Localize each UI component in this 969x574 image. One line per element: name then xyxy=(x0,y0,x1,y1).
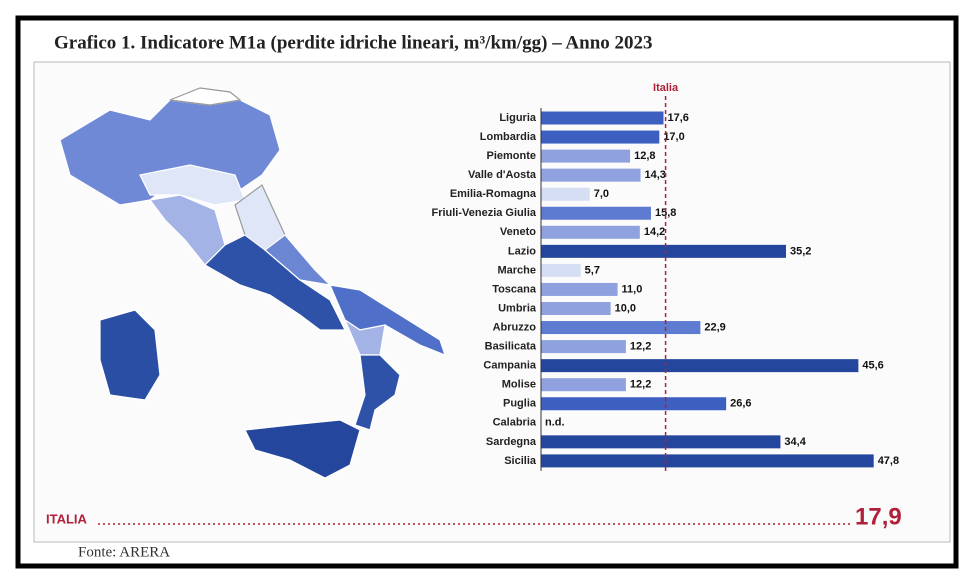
value-label: 47,8 xyxy=(878,455,899,467)
total-value: 17,9 xyxy=(855,503,902,530)
total-label: ITALIA xyxy=(46,511,88,526)
value-label: 45,6 xyxy=(862,360,883,372)
bar xyxy=(541,168,641,182)
value-label: 12,2 xyxy=(630,341,651,353)
category-label: Valle d'Aosta xyxy=(468,169,537,181)
map-sicilia xyxy=(244,419,361,479)
map-emilia xyxy=(139,164,246,206)
category-label: Abruzzo xyxy=(493,321,537,333)
value-label: 11,0 xyxy=(622,283,643,295)
category-label: Lazio xyxy=(508,245,536,257)
category-label: Marche xyxy=(497,264,536,276)
bar xyxy=(541,378,626,392)
bar xyxy=(541,225,640,239)
value-label: 34,4 xyxy=(784,436,806,448)
bar xyxy=(541,149,631,163)
category-label: Puglia xyxy=(503,398,537,410)
source: Fonte: ARERA xyxy=(78,544,170,560)
value-label: 17,0 xyxy=(663,131,684,143)
reference-label: Italia xyxy=(653,82,679,94)
category-label: Piemonte xyxy=(486,150,536,162)
value-label: 7,0 xyxy=(594,188,609,200)
map xyxy=(59,87,446,479)
bar xyxy=(541,187,590,201)
map-trentino xyxy=(169,87,242,106)
value-label: 10,0 xyxy=(615,302,636,314)
map-sardegna xyxy=(99,309,161,401)
value-label: 12,2 xyxy=(630,379,651,391)
map-calabria xyxy=(354,354,401,431)
bar xyxy=(541,111,664,125)
value-label: 26,6 xyxy=(730,398,751,410)
bar xyxy=(541,302,611,315)
bar xyxy=(541,321,701,335)
category-label: Molise xyxy=(502,379,536,391)
bar xyxy=(541,454,874,468)
bar xyxy=(541,130,660,144)
frame xyxy=(15,15,959,569)
value-label: 15,8 xyxy=(655,207,676,219)
category-label: Calabria xyxy=(493,417,537,429)
value-label: 5,7 xyxy=(585,264,600,276)
category-label: Toscana xyxy=(492,283,537,295)
map-abruzzo xyxy=(264,234,332,286)
category-label: Sardegna xyxy=(486,436,537,448)
bar xyxy=(541,282,618,296)
value-label: 22,9 xyxy=(704,321,725,333)
category-label: Friuli-Venezia Giulia xyxy=(431,207,536,219)
chart-title: Grafico 1. Indicatore M1a (perdite idric… xyxy=(54,32,653,53)
bar xyxy=(541,244,786,258)
value-label: 35,2 xyxy=(790,245,811,257)
bar xyxy=(541,206,651,220)
bar xyxy=(541,435,781,449)
bar xyxy=(541,359,859,373)
category-label: Liguria xyxy=(499,112,537,124)
value-label: 17,6 xyxy=(667,112,688,124)
value-label: n.d. xyxy=(545,417,565,429)
value-label: 14,2 xyxy=(644,226,665,238)
category-label: Lombardia xyxy=(480,131,537,143)
map-lazio-campania xyxy=(204,234,346,331)
category-label: Sicilia xyxy=(504,455,537,467)
value-label: 12,8 xyxy=(634,150,655,162)
category-label: Veneto xyxy=(500,226,536,238)
bar xyxy=(541,340,626,354)
category-label: Campania xyxy=(483,360,536,372)
map-basilicata xyxy=(343,318,386,356)
category-label: Umbria xyxy=(498,302,537,314)
bar xyxy=(541,397,727,411)
category-label: Basilicata xyxy=(485,341,537,353)
value-label: 14,3 xyxy=(645,169,666,181)
bar xyxy=(541,263,581,277)
category-label: Emilia-Romagna xyxy=(450,188,537,200)
